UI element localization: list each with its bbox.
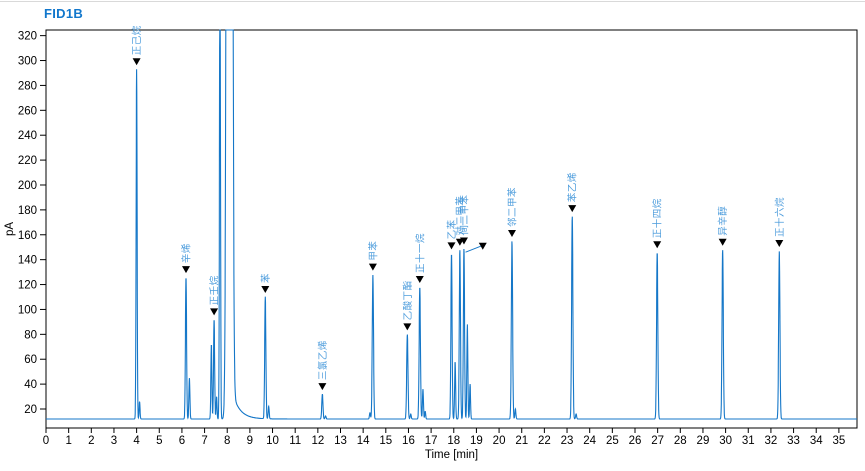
x-axis-tick-label: 19: [470, 435, 483, 447]
x-axis-tick-label: 31: [742, 435, 755, 447]
y-axis-tick-label: 220: [18, 155, 37, 167]
peak-arrow: [653, 241, 662, 249]
x-axis-tick-label: 33: [787, 435, 800, 447]
x-axis-tick-label: 26: [629, 435, 642, 447]
x-axis-tick-label: 29: [697, 435, 710, 447]
x-axis-tick-label: 9: [247, 435, 253, 447]
peak-label: 正十一烷: [414, 233, 426, 273]
peak-arrow: [507, 229, 516, 237]
x-axis-title: Time [min]: [425, 449, 478, 461]
panel-top-border: [0, 1, 865, 2]
x-axis-tick-label: 4: [133, 435, 140, 447]
peak-label: 对二甲苯: [454, 196, 466, 236]
y-axis-tick-label: 180: [18, 205, 37, 217]
x-axis-tick-label: 2: [88, 435, 94, 447]
peak-arrow: [415, 276, 424, 284]
x-axis-tick-label: 21: [515, 435, 528, 447]
peak-arrow: [447, 242, 456, 250]
x-axis-tick-label: 8: [224, 435, 230, 447]
peak-label: 正十六烷: [774, 197, 786, 237]
x-axis-tick-label: 1: [65, 435, 71, 447]
x-axis-tick-label: 28: [674, 435, 687, 447]
annotation-leader-line: [465, 245, 482, 253]
x-axis-tick-label: 18: [447, 435, 460, 447]
x-axis-tick-label: 0: [43, 435, 49, 447]
x-axis-tick-label: 3: [111, 435, 117, 447]
y-axis-tick-label: 240: [18, 130, 37, 142]
x-axis-tick-label: 35: [832, 435, 845, 447]
x-axis-tick-label: 20: [493, 435, 506, 447]
y-axis-title: pA: [4, 222, 16, 236]
x-axis-tick-label: 34: [810, 435, 823, 447]
x-axis-tick-label: 14: [357, 435, 370, 447]
chart-title: FID1B: [44, 6, 84, 21]
y-axis-tick-label: 100: [18, 304, 37, 316]
peak-label: 异辛醇: [717, 206, 729, 236]
x-axis-tick-label: 17: [425, 435, 438, 447]
x-axis-tick-label: 6: [179, 435, 185, 447]
peak-label: 苯乙烯: [567, 172, 579, 202]
x-axis-tick-label: 24: [583, 435, 596, 447]
peak-arrow: [132, 58, 141, 66]
y-axis-tick-label: 120: [18, 280, 37, 292]
y-axis-tick-label: 300: [18, 56, 37, 68]
x-axis-tick-label: 10: [266, 435, 279, 447]
peak-arrow: [459, 237, 468, 245]
x-axis-tick-label: 12: [311, 435, 324, 447]
peak-arrow: [181, 266, 190, 274]
peak-label: 正十四烷: [652, 198, 664, 238]
peak-arrow: [403, 323, 412, 331]
x-axis-tick-label: 23: [561, 435, 574, 447]
x-axis-tick-label: 13: [334, 435, 347, 447]
chromatogram-trace: [46, 29, 857, 420]
peak-label: 三氯乙烯: [317, 340, 329, 380]
y-axis-tick-label: 260: [18, 105, 37, 117]
x-axis-tick-label: 16: [402, 435, 415, 447]
peak-label: 正己烷: [131, 25, 143, 55]
peak-label: 邻二甲苯: [506, 187, 518, 227]
plot-frame: [45, 29, 858, 429]
y-axis-tick-label: 140: [18, 255, 37, 267]
x-axis-tick-label: 5: [156, 435, 162, 447]
peak-label: 间二甲苯: [458, 194, 470, 234]
y-axis-tick-label: 80: [24, 329, 37, 341]
x-axis-tick-label: 25: [606, 435, 619, 447]
y-axis-tick-label: 200: [18, 180, 37, 192]
peak-arrow: [718, 238, 727, 246]
x-axis-tick-label: 27: [651, 435, 664, 447]
y-axis-tick-label: 20: [24, 404, 37, 416]
peak-arrow: [368, 263, 377, 271]
x-axis-tick-label: 22: [538, 435, 551, 447]
y-axis-tick-label: 60: [24, 354, 37, 366]
y-axis-tick-label: 320: [18, 31, 37, 43]
peak-arrow: [261, 285, 270, 293]
y-axis-tick-label: 280: [18, 80, 37, 92]
peak-arrow: [775, 239, 784, 247]
peak-arrow: [210, 308, 219, 316]
peak-arrow: [318, 383, 327, 391]
peak-label: 正壬烷: [209, 275, 221, 305]
y-axis-tick-label: 160: [18, 230, 37, 242]
x-axis-tick-label: 7: [201, 435, 207, 447]
peak-label: 辛烯: [180, 243, 192, 263]
y-axis-tick-label: 40: [24, 379, 37, 391]
annotation-arrow: [478, 242, 487, 250]
peak-arrow: [568, 205, 577, 213]
x-axis-tick-label: 30: [719, 435, 732, 447]
x-axis-tick-label: 15: [379, 435, 392, 447]
x-axis-tick-label: 32: [765, 435, 778, 447]
peak-label: 乙苯: [446, 219, 458, 239]
peak-label: 苯: [260, 273, 272, 283]
x-axis-tick-label: 11: [289, 435, 301, 447]
peak-label: 甲苯: [367, 241, 379, 261]
peak-label: 乙酸丁酯: [402, 280, 414, 320]
